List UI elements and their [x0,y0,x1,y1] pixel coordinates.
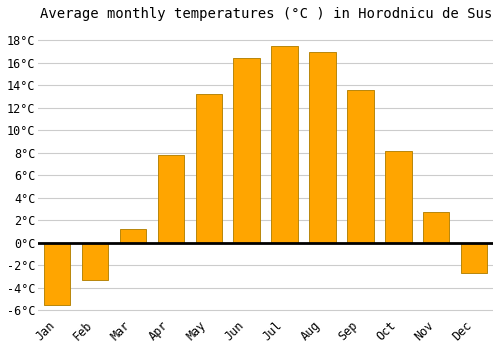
Bar [196,94,222,243]
Bar [309,51,336,243]
Bar [347,90,374,243]
Bar [158,155,184,243]
Bar [423,212,450,243]
Title: Average monthly temperatures (°C ) in Horodnicu de Sus: Average monthly temperatures (°C ) in Ho… [40,7,492,21]
Bar [461,243,487,273]
Bar [120,229,146,243]
Bar [82,243,108,280]
Bar [234,58,260,243]
Bar [44,243,70,305]
Bar [272,46,298,243]
Bar [385,150,411,243]
